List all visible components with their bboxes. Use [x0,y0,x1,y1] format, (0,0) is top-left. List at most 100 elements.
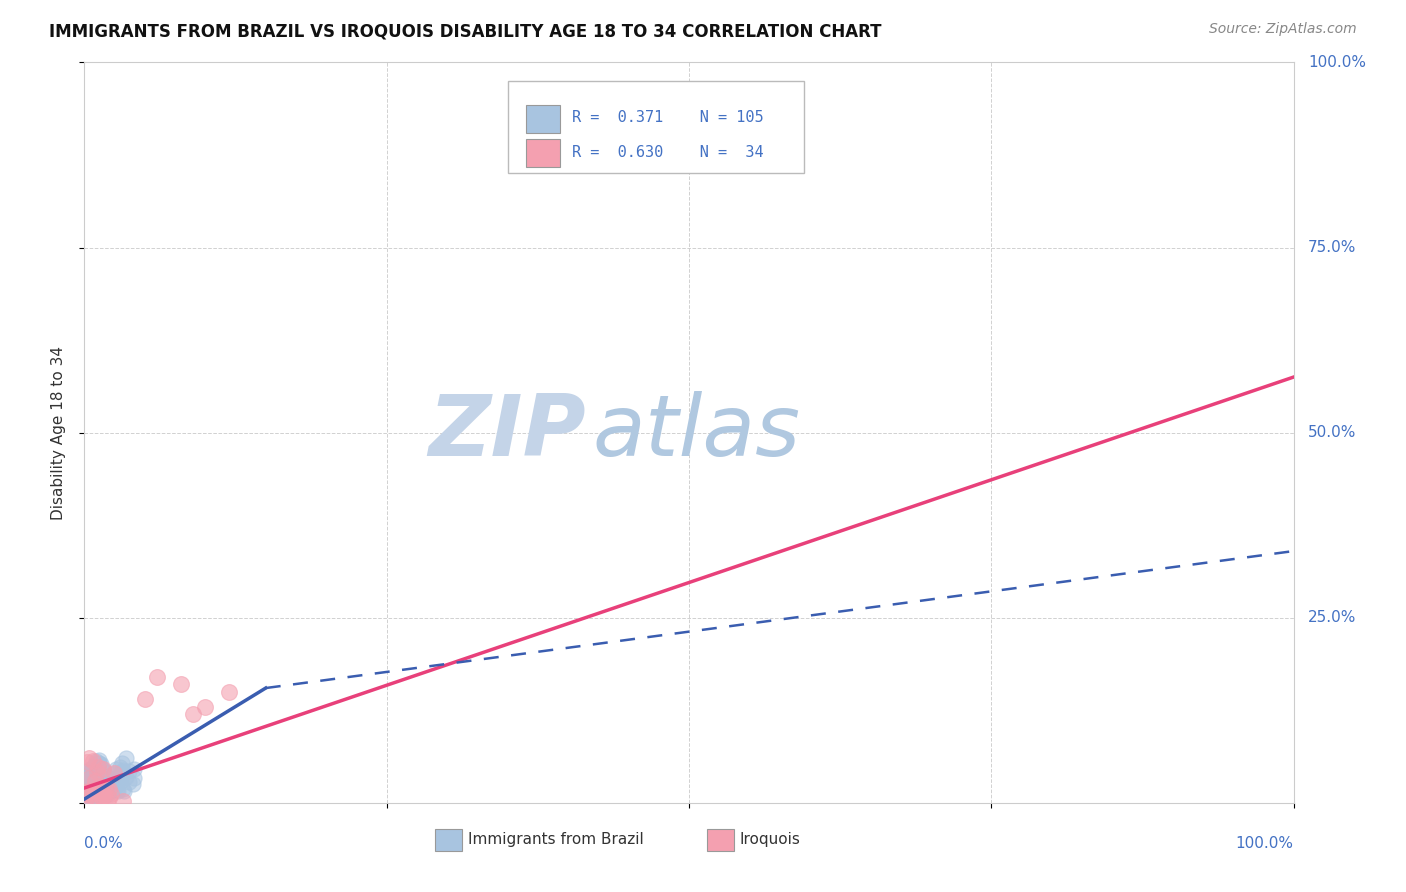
Point [84,754,107,768]
Point [97,782,120,797]
Point [76,785,98,799]
Point [93,764,115,779]
Point [77,785,100,799]
Point [111,764,134,779]
Point [93,785,115,799]
Text: Iroquois: Iroquois [740,832,800,847]
Text: R =  0.371    N = 105: R = 0.371 N = 105 [572,111,763,126]
Point [112,783,135,797]
Point [107,771,129,785]
Point [79,765,101,780]
Point [96,787,118,801]
Point [115,751,138,765]
Point [80,769,103,783]
Point [79,791,101,805]
Text: Source: ZipAtlas.com: Source: ZipAtlas.com [1209,22,1357,37]
Point [79,772,101,786]
Point [89,785,111,799]
Point [75,785,97,799]
Point [93,789,115,803]
Point [77,773,100,788]
Point [77,789,100,804]
Point [82,778,104,792]
Point [134,692,156,706]
Point [115,770,138,784]
Point [73,796,96,810]
Y-axis label: Disability Age 18 to 34: Disability Age 18 to 34 [51,345,66,520]
Point [84,758,107,772]
Point [77,794,100,808]
Point [80,776,103,790]
Text: Immigrants from Brazil: Immigrants from Brazil [468,832,644,847]
Point [118,775,141,789]
Point [104,762,127,776]
Point [110,760,132,774]
Point [76,784,98,798]
Point [91,764,114,778]
Point [104,778,127,792]
Point [110,774,132,789]
Point [84,772,107,786]
Point [90,789,112,803]
Point [73,784,96,798]
Point [89,756,111,771]
Point [83,786,105,800]
Point [77,771,100,785]
Point [87,756,110,770]
Point [75,767,97,781]
Point [75,793,97,807]
Point [105,776,128,790]
Point [96,779,118,793]
Point [87,779,110,793]
Point [96,785,118,799]
Point [122,762,145,776]
Point [76,783,98,797]
Point [90,786,112,800]
Point [82,760,104,774]
FancyBboxPatch shape [508,81,804,173]
Point [86,787,108,801]
Point [105,783,128,797]
Point [181,706,204,721]
Point [76,786,98,800]
Point [79,788,101,802]
Point [87,778,110,792]
Text: IMMIGRANTS FROM BRAZIL VS IROQUOIS DISABILITY AGE 18 TO 34 CORRELATION CHART: IMMIGRANTS FROM BRAZIL VS IROQUOIS DISAB… [49,22,882,40]
Point [170,677,193,691]
Point [104,779,127,793]
Point [98,779,121,793]
Point [75,764,97,779]
Point [80,776,103,790]
Point [104,774,127,789]
Point [110,770,132,784]
Point [79,751,101,765]
Point [84,784,107,798]
Point [73,790,96,805]
Point [87,757,110,772]
Point [80,771,103,785]
Point [80,787,103,801]
Point [194,699,217,714]
Point [110,764,132,779]
Point [122,771,145,785]
Point [97,791,120,805]
Point [86,769,108,783]
Point [87,753,110,767]
Point [80,780,103,794]
Point [96,793,118,807]
Point [82,761,104,775]
Point [91,762,114,776]
Point [75,778,97,792]
Point [83,789,105,803]
Point [86,777,108,791]
Point [112,781,135,796]
Point [76,780,98,795]
Point [76,787,98,801]
Point [82,778,104,792]
Text: 100.0%: 100.0% [1308,55,1367,70]
Point [105,773,128,788]
Point [97,787,120,801]
Point [75,790,97,805]
Point [82,773,104,788]
Point [76,755,98,769]
